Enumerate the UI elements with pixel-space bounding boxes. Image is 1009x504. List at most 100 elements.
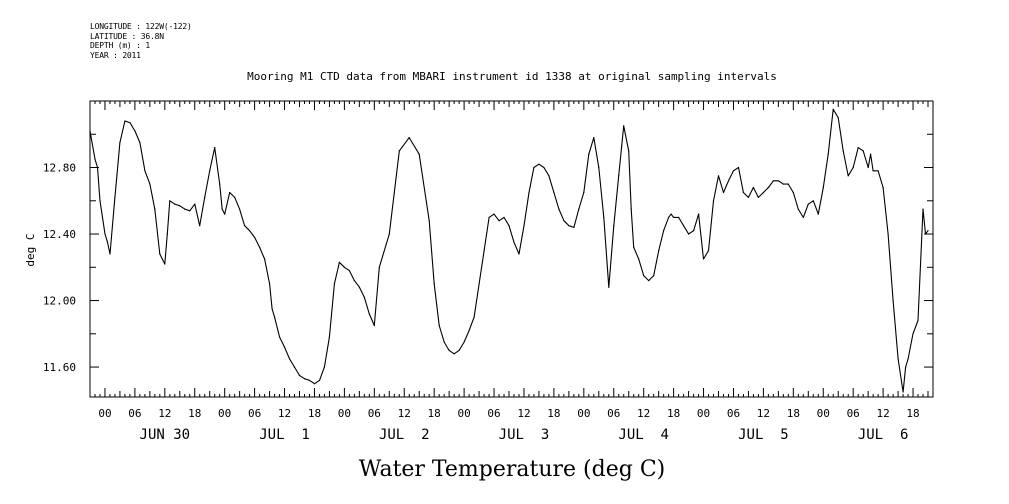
x-tick-label: 18 bbox=[667, 407, 680, 420]
data-point bbox=[767, 186, 770, 189]
data-point bbox=[333, 283, 335, 285]
data-point bbox=[742, 191, 745, 194]
data-point bbox=[907, 358, 909, 360]
data-point bbox=[264, 258, 266, 260]
latitude-label: LATITUDE : 36.8N bbox=[90, 31, 164, 41]
data-point bbox=[214, 147, 216, 149]
day-label: JUL 2 bbox=[379, 427, 430, 443]
depth-label: DEPTH (m) : 1 bbox=[90, 41, 151, 50]
data-point bbox=[498, 220, 500, 222]
data-point bbox=[747, 196, 750, 198]
data-point bbox=[408, 137, 410, 139]
data-point bbox=[533, 166, 535, 169]
data-point bbox=[239, 208, 241, 210]
y-tick-labels: 11.60 12.00 12.40 12.80 bbox=[43, 162, 76, 375]
x-tick-label: 18 bbox=[428, 407, 441, 420]
data-point bbox=[543, 166, 545, 169]
data-point bbox=[777, 180, 780, 182]
data-point bbox=[488, 216, 490, 218]
data-point bbox=[593, 137, 595, 139]
data-point bbox=[303, 378, 306, 380]
data-point bbox=[99, 200, 101, 202]
day-label: JUL 5 bbox=[738, 427, 789, 443]
data-point bbox=[166, 233, 168, 235]
data-point bbox=[199, 225, 201, 227]
data-point bbox=[114, 196, 116, 198]
x-tick-label: 18 bbox=[308, 407, 321, 420]
x-tick-label: 18 bbox=[188, 407, 201, 420]
data-point bbox=[184, 208, 186, 210]
data-point bbox=[797, 208, 799, 210]
data-point bbox=[678, 216, 680, 218]
data-point bbox=[508, 225, 510, 227]
data-point bbox=[658, 250, 660, 252]
data-point bbox=[924, 233, 927, 235]
x-tick-label: 18 bbox=[787, 407, 800, 420]
data-point bbox=[717, 175, 720, 177]
data-point bbox=[702, 258, 705, 260]
data-point bbox=[877, 170, 879, 172]
data-point bbox=[164, 263, 166, 265]
data-point bbox=[847, 175, 849, 177]
data-point bbox=[827, 153, 829, 155]
data-point bbox=[668, 216, 670, 218]
data-point bbox=[124, 120, 126, 122]
data-point bbox=[573, 226, 575, 228]
data-point bbox=[244, 225, 246, 227]
y-tick-label: 11.60 bbox=[43, 361, 76, 374]
data-point bbox=[318, 379, 321, 381]
y-tick-label: 12.80 bbox=[43, 162, 76, 175]
data-point bbox=[134, 130, 136, 132]
axis-ticks bbox=[89, 100, 934, 397]
x-tick-label: 06 bbox=[727, 407, 740, 420]
data-point bbox=[169, 200, 171, 202]
data-point bbox=[298, 374, 301, 376]
day-label: JUL 1 bbox=[259, 427, 310, 443]
data-point bbox=[109, 253, 111, 255]
data-point bbox=[308, 379, 311, 381]
data-point bbox=[229, 191, 231, 194]
data-point bbox=[912, 333, 914, 335]
x-tick-label: 00 bbox=[98, 407, 111, 420]
data-point bbox=[443, 341, 445, 343]
data-point bbox=[493, 213, 495, 215]
data-point bbox=[463, 341, 465, 343]
temperature-series-line bbox=[89, 108, 929, 393]
data-point bbox=[288, 358, 291, 360]
data-point bbox=[179, 205, 181, 207]
data-point bbox=[583, 191, 585, 194]
data-point bbox=[174, 203, 176, 205]
data-point bbox=[727, 180, 730, 182]
data-point bbox=[254, 236, 256, 238]
data-point bbox=[149, 183, 151, 185]
x-tick-label: 06 bbox=[847, 407, 860, 420]
data-point bbox=[458, 349, 460, 351]
data-point bbox=[598, 166, 600, 169]
data-point bbox=[688, 233, 690, 235]
data-point bbox=[269, 283, 271, 285]
data-point bbox=[732, 170, 735, 172]
data-point bbox=[139, 142, 141, 144]
x-tick-label: 06 bbox=[128, 407, 141, 420]
data-point bbox=[563, 220, 565, 222]
x-tick-label: 00 bbox=[577, 407, 590, 420]
data-point bbox=[905, 366, 907, 368]
data-point bbox=[927, 230, 929, 232]
data-point bbox=[707, 250, 710, 252]
data-point bbox=[363, 296, 365, 298]
data-point bbox=[398, 150, 400, 152]
x-tick-label: 12 bbox=[637, 407, 650, 420]
data-points bbox=[89, 108, 929, 393]
data-point bbox=[94, 158, 96, 160]
data-point bbox=[782, 183, 785, 185]
data-point bbox=[418, 153, 420, 155]
data-point bbox=[293, 366, 296, 368]
x-tick-label: 18 bbox=[547, 407, 560, 420]
data-point bbox=[368, 313, 370, 315]
data-point bbox=[353, 280, 355, 282]
data-point bbox=[194, 203, 196, 205]
data-point bbox=[89, 130, 91, 132]
x-tick-labels: 00 06 12 18 00 06 12 18 00 06 12 18 00 06 12 18 00 06 12 18… bbox=[98, 407, 919, 420]
x-tick-label: 06 bbox=[248, 407, 261, 420]
data-point bbox=[528, 191, 530, 194]
